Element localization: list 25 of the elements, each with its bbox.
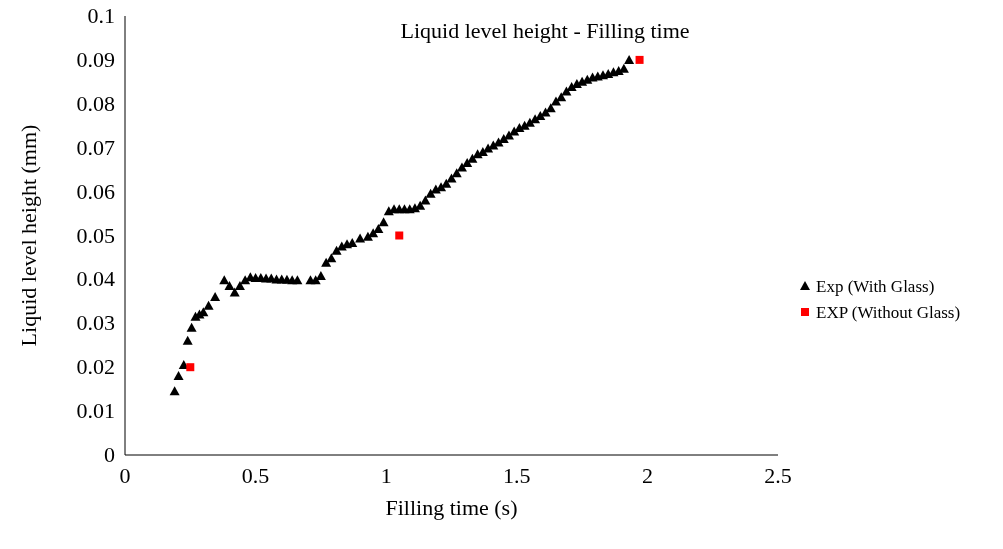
point [186, 363, 195, 372]
y-tick-label: 0.02 [76, 354, 115, 380]
y-tick-label: 0.09 [76, 46, 115, 72]
y-axis-title: Liquid level height (mm) [16, 124, 41, 347]
y-tick-label: 0.08 [76, 90, 115, 116]
y-tick-label: 0.05 [76, 222, 115, 248]
x-tick-label: 1.5 [503, 463, 531, 488]
x-tick-label: 0.5 [241, 463, 270, 488]
legend-label: EXP (Without Glass) [816, 303, 961, 322]
x-axis-title: Filling time (s) [385, 495, 518, 520]
chart-title: Liquid level height - Filling time [400, 18, 690, 43]
y-tick-label: 0.07 [76, 134, 115, 160]
x-tick-label: 2 [641, 463, 653, 488]
x-tick-label: 0 [119, 463, 131, 488]
y-tick-label: 0.1 [87, 3, 115, 28]
legend-label: Exp (With Glass) [816, 277, 935, 296]
y-tick-label: 0.01 [76, 398, 115, 424]
y-tick-label: 0.04 [76, 266, 115, 292]
x-tick-label: 1 [380, 463, 392, 488]
x-tick-label: 2.5 [764, 463, 792, 488]
y-tick-label: 0 [104, 442, 115, 467]
point [635, 55, 644, 64]
point [395, 231, 404, 240]
y-tick-label: 0.06 [76, 178, 115, 204]
y-tick-label: 0.03 [76, 310, 115, 336]
